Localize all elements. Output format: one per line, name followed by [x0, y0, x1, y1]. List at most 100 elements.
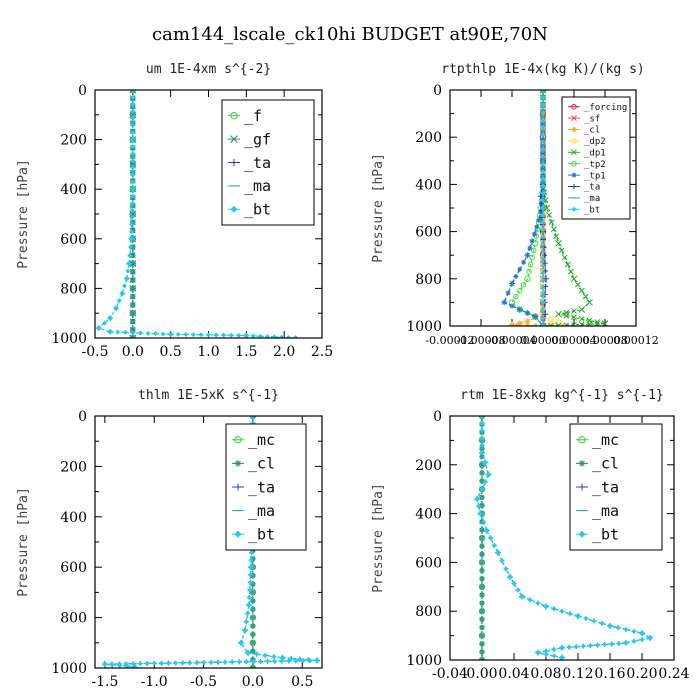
data-point: [540, 292, 546, 298]
data-point: [129, 215, 135, 221]
data-point: [575, 281, 581, 288]
data-point: [122, 283, 128, 289]
series-group: [501, 90, 609, 326]
data-point: [228, 332, 234, 338]
data-point: [206, 332, 211, 338]
data-point: [537, 209, 543, 215]
series-line-tp1: [503, 90, 544, 326]
x-tick-label: -1.5: [91, 674, 118, 690]
data-point: [145, 330, 151, 336]
x-tick-label: 0.5: [291, 674, 313, 690]
data-point: [536, 216, 543, 223]
data-point: [254, 651, 260, 657]
data-point: [540, 161, 546, 167]
y-tick-label: 600: [415, 225, 442, 241]
data-point: [187, 660, 193, 666]
y-tick-label: 600: [415, 555, 442, 571]
data-point: [607, 622, 613, 629]
legend-marker: [571, 149, 577, 156]
x-tick-label: 0.16: [594, 666, 625, 682]
data-point: [119, 290, 126, 297]
legend-entry: _ta: [584, 183, 600, 193]
data-point: [109, 662, 115, 668]
data-point: [137, 330, 143, 336]
data-point: [551, 646, 557, 652]
data-point: [107, 315, 114, 322]
y-tick-label: 1000: [406, 653, 442, 669]
data-point: [540, 109, 546, 115]
legend-entry: _dp2: [584, 137, 606, 147]
data-point: [540, 220, 546, 226]
data-point: [517, 322, 523, 326]
data-point: [546, 212, 553, 218]
legend-entry: _bt: [244, 201, 271, 219]
data-point: [535, 600, 541, 606]
data-point: [242, 627, 249, 634]
data-point: [499, 558, 505, 564]
data-point: [571, 314, 577, 321]
data-point: [623, 627, 629, 632]
data-point: [540, 186, 546, 192]
legend-marker: [230, 112, 238, 120]
data-point: [582, 293, 589, 300]
x-tick-label: -0.00008: [456, 334, 505, 347]
legend-marker: [234, 459, 242, 467]
x-tick-label: 0.04: [498, 666, 529, 682]
data-point: [166, 660, 172, 666]
legend-entry: _ta: [592, 478, 619, 496]
legend-entry: _f: [244, 107, 262, 125]
data-point: [530, 247, 537, 254]
data-point: [201, 659, 207, 665]
legend-marker: [234, 483, 242, 491]
data-point: [503, 566, 509, 572]
data-point: [479, 428, 485, 434]
data-point: [550, 226, 557, 233]
legend-marker: [230, 135, 238, 143]
x-tick-label: 0.00008: [582, 334, 628, 347]
data-point: [578, 306, 586, 313]
data-point: [248, 557, 254, 563]
data-point: [540, 212, 546, 218]
legend-marker: [234, 436, 242, 444]
data-point: [130, 172, 136, 178]
data-point: [580, 643, 586, 649]
data-point: [249, 416, 256, 419]
data-point: [631, 638, 637, 644]
y-tick-label: 200: [60, 133, 87, 149]
legend-entry: _tp2: [584, 160, 606, 170]
x-tick-label: 1.5: [235, 344, 257, 360]
data-point: [127, 252, 133, 258]
data-point: [540, 90, 546, 93]
legend-entry: _dp1: [584, 148, 606, 158]
data-point: [586, 299, 593, 306]
data-point: [250, 659, 256, 665]
data-point: [247, 564, 254, 571]
data-point: [101, 320, 107, 326]
data-point: [561, 254, 568, 261]
data-point: [130, 94, 136, 100]
data-point: [527, 261, 534, 268]
legend-marker: [234, 530, 242, 538]
data-point: [515, 587, 521, 593]
data-point: [609, 641, 615, 647]
data-point: [222, 659, 228, 665]
data-point: [479, 420, 485, 426]
data-point: [543, 651, 549, 657]
data-point: [247, 579, 253, 585]
data-point: [130, 151, 136, 157]
data-point: [246, 594, 252, 600]
y-tick-label: 800: [415, 272, 442, 288]
data-point: [167, 331, 174, 338]
data-point: [540, 241, 546, 247]
data-point: [542, 260, 548, 266]
panel-title: thlm 1E-5xK s^{-1}: [138, 388, 279, 403]
data-point: [599, 620, 605, 626]
data-point: [540, 198, 546, 204]
data-point: [126, 260, 133, 267]
data-point: [262, 652, 268, 658]
data-point: [158, 660, 164, 666]
data-point: [540, 285, 546, 291]
data-point: [128, 244, 134, 250]
data-point: [529, 254, 535, 261]
y-tick-label: 0: [78, 83, 87, 99]
